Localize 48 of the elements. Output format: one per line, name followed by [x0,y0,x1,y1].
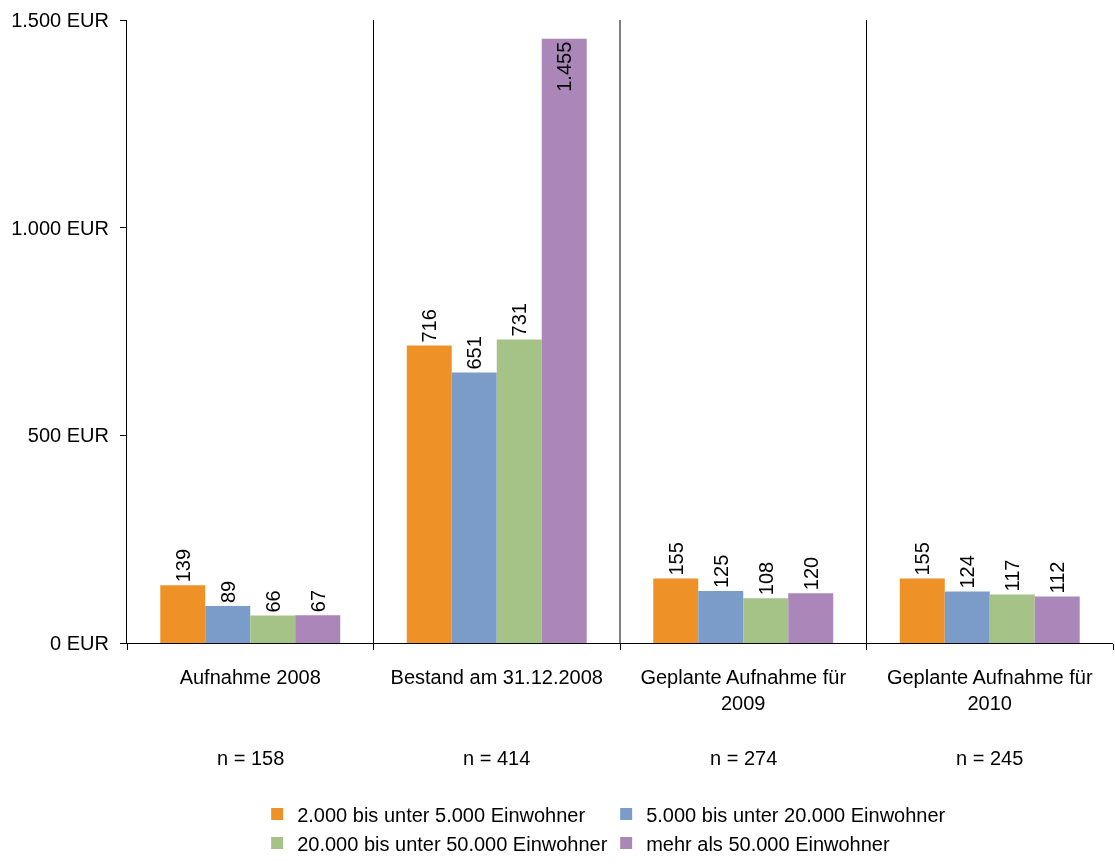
bar [899,578,945,643]
bar [743,598,789,643]
bar [295,615,341,643]
data-label: 651 [463,336,486,370]
bar [451,372,497,643]
text: n = 414 [463,747,531,769]
bar [160,585,206,643]
bar [250,615,296,643]
data-label: 716 [418,309,441,343]
data-label: 139 [171,548,194,583]
bar [944,591,990,643]
y-tick-label: 0 EUR [50,632,109,654]
bar [1034,596,1080,643]
y-tick-label: 1.500 EUR [11,9,109,31]
data-label: 155 [664,542,687,576]
data-label: 67 [306,589,329,613]
x-tick-label: Geplante Aufnahme für 2009 [640,666,847,714]
bar [698,591,744,643]
legend-label: 5.000 bis unter 20.000 Einwohner [646,803,946,826]
bar [653,578,699,643]
data-label: 117 [1001,559,1024,592]
legend-label: 20.000 bis unter 50.000 Einwohner [297,832,608,855]
data-label: 108 [754,561,777,596]
bar [541,38,587,643]
data-label: 66 [261,590,284,613]
x-tick-label: Bestand am 31.12.2008 [390,666,603,688]
data-label: 731 [508,303,531,337]
bar [496,339,542,643]
data-label: 155 [911,542,934,576]
data-label: 89 [216,580,239,604]
y-tick-label: 500 EUR [27,424,109,447]
data-label: 120 [799,556,822,591]
text: n = 274 [710,747,778,769]
text: n = 245 [956,747,1024,769]
bar [406,345,452,643]
legend-label: mehr als 50.000 Einwohner [646,832,890,855]
data-label: 112 [1046,561,1069,594]
data-label: 124 [956,555,979,589]
y-tick-label: 1.000 EUR [11,216,109,239]
legend-label: 2.000 bis unter 5.000 Einwohner [297,803,586,826]
bar [788,593,834,643]
bar [989,594,1035,643]
text: n = 158 [217,747,285,769]
data-label: 125 [709,554,732,589]
x-tick-label: Aufnahme 2008 [179,666,321,688]
bar [205,606,251,643]
x-tick-label: Geplante Aufnahme für 2010 [886,666,1093,714]
data-label: 1.455 [553,41,576,92]
